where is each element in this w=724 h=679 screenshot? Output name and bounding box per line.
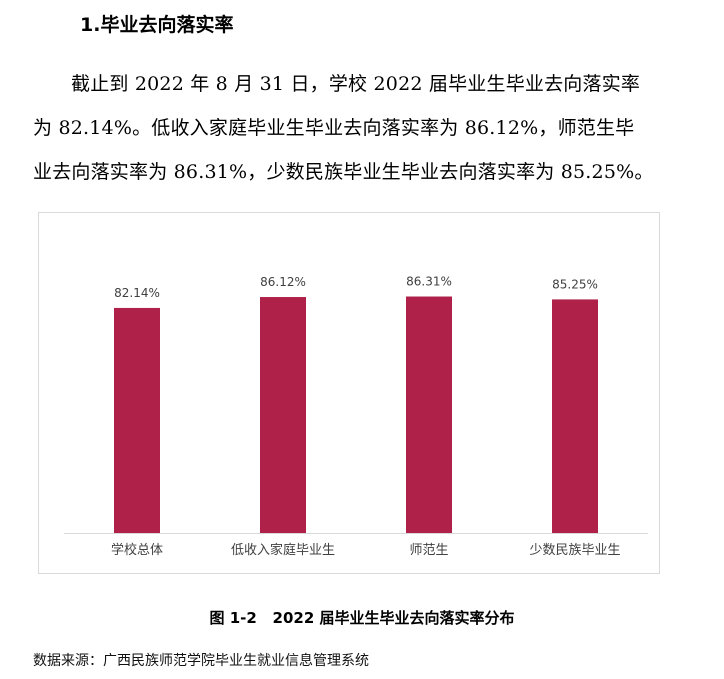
paragraph-line: 为 82.14%。低收入家庭毕业生毕业去向落实率为 86.12%，师范生毕 — [33, 117, 635, 139]
data-label: 86.31% — [406, 275, 452, 289]
data-label: 82.14% — [114, 286, 160, 300]
figure-caption: 图 1-2 2022 届毕业生毕业去向落实率分布 — [209, 609, 515, 627]
section-heading: 1.毕业去向落实率 — [80, 14, 234, 36]
bar-chart-svg: 82.14% 学校总体 86.12% 低收入家庭毕业生 86.31% 师范生 85.25% 少… — [64, 275, 648, 558]
x-tick-label: 师范生 — [409, 543, 448, 558]
bar — [406, 296, 452, 533]
bar — [552, 299, 598, 533]
x-tick-label: 低收入家庭毕业生 — [231, 542, 335, 558]
body-paragraph: 截止到 2022 年 8 月 31 日，学校 2022 届毕业生毕业去向落实率 … — [33, 62, 693, 194]
data-label: 86.12% — [260, 275, 306, 289]
x-tick-label: 少数民族毕业生 — [529, 542, 620, 558]
bar — [260, 297, 306, 533]
data-label: 85.25% — [552, 277, 598, 291]
paragraph-line: 截止到 2022 年 8 月 31 日，学校 2022 届毕业生毕业去向落实率 — [71, 73, 641, 95]
bar-chart: 82.14% 学校总体 86.12% 低收入家庭毕业生 86.31% 师范生 85.25% 少… — [38, 212, 660, 574]
x-tick-label: 学校总体 — [111, 542, 163, 558]
paragraph-line: 业去向落实率为 86.31%，少数民族毕业生毕业去向落实率为 85.25%。 — [33, 161, 654, 183]
data-source-note: 数据来源：广西民族师范学院毕业生就业信息管理系统 — [33, 653, 369, 669]
bar — [114, 307, 160, 533]
